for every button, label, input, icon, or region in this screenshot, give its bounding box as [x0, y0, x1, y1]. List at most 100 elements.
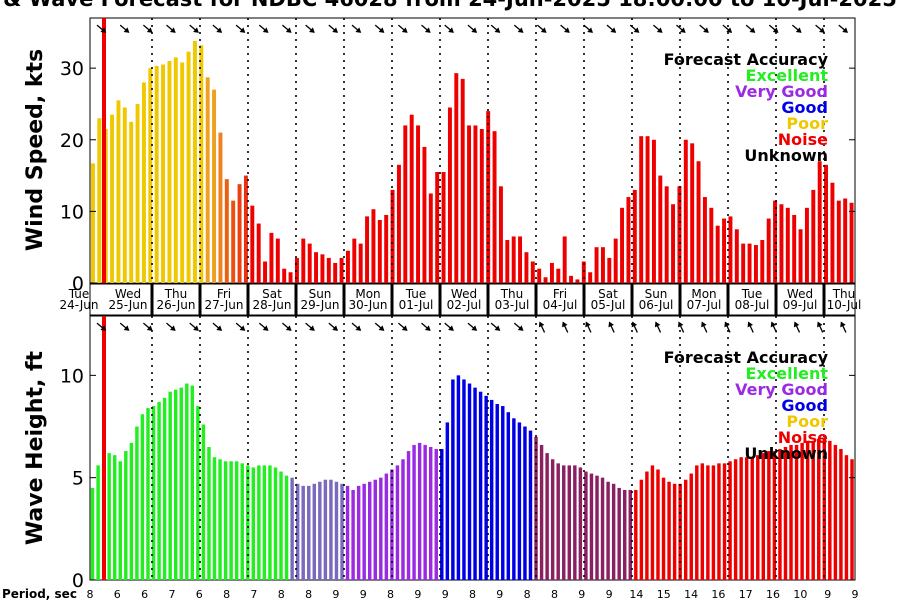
bar	[523, 426, 527, 580]
bar	[556, 463, 560, 580]
bar	[473, 387, 477, 580]
bar	[794, 444, 799, 580]
bar	[741, 243, 746, 283]
day-label-date: 24-Jun	[59, 298, 98, 312]
period-value: 9	[606, 588, 613, 600]
bar	[511, 236, 516, 283]
day-label-date: 26-Jun	[156, 298, 195, 312]
bar	[539, 444, 544, 580]
direction-arrow	[96, 24, 107, 33]
legend-heading: Forecast Accuracy	[664, 348, 829, 367]
period-value: 8	[524, 588, 531, 600]
bar	[667, 481, 671, 580]
bar	[658, 175, 663, 283]
period-label: Period, sec	[2, 587, 77, 600]
period-value: 16	[766, 588, 780, 600]
direction-arrow	[235, 322, 246, 331]
direction-arrow	[676, 24, 686, 33]
bar	[567, 465, 572, 580]
bar	[199, 45, 204, 283]
bar	[162, 397, 167, 580]
day-label-name: Wed	[451, 287, 477, 301]
bar	[849, 202, 854, 283]
bar	[173, 57, 178, 283]
bar	[479, 129, 484, 283]
direction-arrow	[840, 321, 847, 333]
day-label-date: 03-Jul	[495, 298, 530, 312]
day-label-name: Thu	[500, 287, 524, 301]
bar	[445, 422, 450, 580]
bar	[301, 485, 305, 580]
day-label-date: 06-Jul	[639, 298, 674, 312]
bar	[789, 444, 793, 580]
direction-arrow	[770, 321, 778, 333]
period-value: 8	[469, 588, 476, 600]
direction-arrow	[815, 24, 825, 33]
period-value: 9	[332, 588, 339, 600]
bar	[157, 401, 161, 580]
bar	[478, 391, 483, 580]
bar	[401, 459, 405, 580]
bar	[505, 240, 510, 283]
direction-arrow	[467, 322, 478, 331]
bar	[689, 473, 693, 580]
bar	[409, 114, 414, 283]
bar	[792, 214, 797, 283]
bar	[326, 257, 331, 283]
day-label-name: Sat	[262, 287, 282, 301]
day-label-date: 10-Jul	[827, 298, 862, 312]
direction-arrow	[397, 322, 408, 331]
y-tick-label: 5	[72, 468, 84, 490]
bar	[518, 236, 523, 283]
direction-arrow	[560, 24, 570, 33]
bar	[428, 446, 433, 580]
day-label-date: 27-Jun	[204, 298, 243, 312]
direction-arrow	[745, 24, 756, 33]
bar	[231, 200, 236, 283]
direction-arrow	[281, 322, 292, 331]
legend-item: Good	[781, 396, 828, 415]
bar	[484, 395, 488, 580]
direction-arrow	[538, 321, 546, 333]
bar	[711, 465, 716, 580]
day-label-name: Thu	[832, 287, 856, 301]
bar	[451, 379, 455, 580]
bar	[218, 459, 222, 580]
direction-arrow	[166, 322, 176, 331]
direction-arrow	[513, 322, 524, 331]
bar	[384, 214, 389, 283]
bar	[395, 465, 400, 580]
direction-arrow	[374, 322, 385, 331]
direction-arrow	[699, 24, 709, 33]
bar	[110, 114, 115, 283]
bar	[129, 442, 134, 580]
bar	[709, 207, 714, 283]
bar	[632, 189, 637, 283]
bar	[656, 469, 660, 580]
bar	[628, 489, 632, 580]
period-value: 15	[657, 588, 671, 600]
bar	[702, 197, 707, 283]
bar	[677, 186, 682, 283]
bar	[237, 184, 242, 283]
direction-arrow	[328, 24, 338, 33]
bar	[173, 389, 178, 580]
legend-heading: Forecast Accuracy	[664, 50, 829, 69]
direction-arrow	[654, 321, 662, 333]
bar	[573, 465, 577, 580]
legend-item: Poor	[786, 412, 828, 431]
bar	[384, 473, 389, 580]
bar	[811, 189, 816, 283]
bar	[329, 479, 333, 580]
bar	[358, 243, 363, 283]
bar	[412, 444, 416, 580]
bar	[722, 218, 727, 283]
bar	[639, 479, 644, 580]
bar	[269, 232, 274, 283]
bar	[830, 182, 835, 283]
bar	[839, 449, 843, 580]
period-value: 14	[684, 588, 698, 600]
period-value: 10	[793, 588, 807, 600]
bar	[279, 471, 283, 580]
bar	[467, 383, 472, 580]
